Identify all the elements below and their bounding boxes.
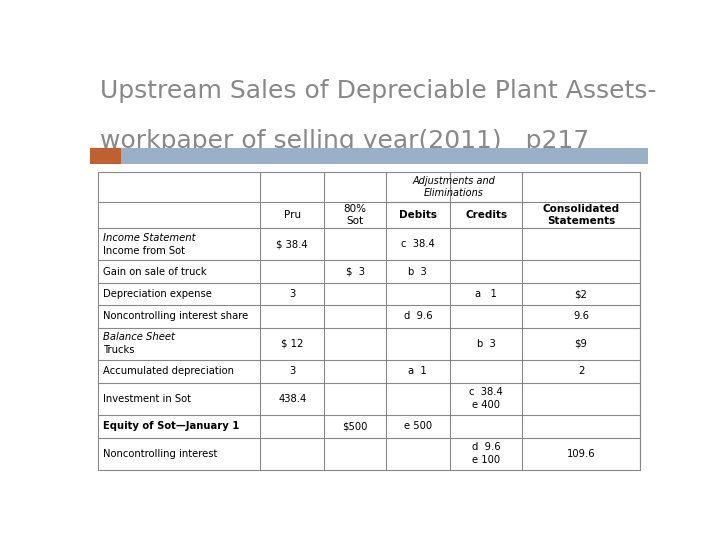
Text: 109.6: 109.6 (567, 449, 595, 459)
Text: Trucks: Trucks (103, 346, 135, 355)
Text: a  1: a 1 (408, 367, 427, 376)
Bar (90, 148, 121, 164)
Text: 3: 3 (289, 367, 295, 376)
Text: c  38.4: c 38.4 (469, 387, 503, 397)
Text: Accumulated depreciation: Accumulated depreciation (103, 367, 234, 376)
Text: Gain on sale of truck: Gain on sale of truck (103, 267, 207, 276)
Text: d  9.6: d 9.6 (472, 442, 500, 453)
Text: Balance Sheet: Balance Sheet (103, 333, 175, 342)
Text: $9: $9 (575, 339, 588, 349)
Text: 2: 2 (578, 367, 584, 376)
Text: Income from Sot: Income from Sot (103, 246, 185, 255)
Text: Credits: Credits (465, 210, 508, 220)
Text: Adjustments and
Eliminations: Adjustments and Eliminations (413, 176, 495, 198)
Text: a   1: a 1 (475, 289, 497, 299)
Text: 438.4: 438.4 (278, 394, 307, 404)
Text: Pru: Pru (284, 210, 301, 220)
Bar (121, 148, 648, 164)
Text: 3: 3 (289, 289, 295, 299)
Text: 9.6: 9.6 (573, 312, 589, 321)
Text: Upstream Sales of Depreciable Plant Assets-: Upstream Sales of Depreciable Plant Asse… (100, 79, 657, 103)
Text: e 500: e 500 (404, 421, 432, 431)
Text: b  3: b 3 (477, 339, 495, 349)
Text: Debits: Debits (399, 210, 437, 220)
Text: $500: $500 (343, 421, 368, 431)
Text: $2: $2 (575, 289, 588, 299)
Text: $ 38.4: $ 38.4 (276, 239, 308, 249)
Text: Depreciation expense: Depreciation expense (103, 289, 212, 299)
Text: Consolidated
Statements: Consolidated Statements (542, 204, 620, 226)
Text: $  3: $ 3 (346, 267, 364, 276)
Text: $ 12: $ 12 (281, 339, 303, 349)
Text: Noncontrolling interest: Noncontrolling interest (103, 449, 217, 459)
Text: Income Statement: Income Statement (103, 233, 195, 242)
Text: workpaper of selling year(2011)   p217: workpaper of selling year(2011) p217 (100, 129, 589, 153)
Text: Equity of Sot—January 1: Equity of Sot—January 1 (103, 421, 239, 431)
Text: d  9.6: d 9.6 (403, 312, 432, 321)
Text: e 100: e 100 (472, 455, 500, 465)
Text: b  3: b 3 (408, 267, 427, 276)
Text: Investment in Sot: Investment in Sot (103, 394, 191, 404)
Text: c  38.4: c 38.4 (401, 239, 435, 249)
Text: e 400: e 400 (472, 401, 500, 410)
Text: 80%
Sot: 80% Sot (343, 204, 366, 226)
Text: Noncontrolling interest share: Noncontrolling interest share (103, 312, 248, 321)
